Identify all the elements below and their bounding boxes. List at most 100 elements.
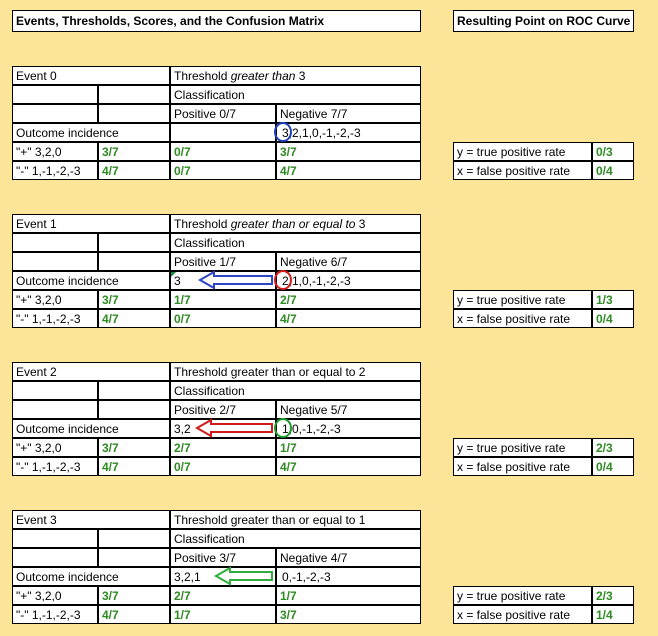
tpr-label: y = true positive rate bbox=[453, 290, 592, 309]
blank-cell bbox=[98, 548, 170, 567]
positive-outcome-label: "+" 3,2,0 bbox=[12, 290, 98, 309]
positive-outcome-total: 3/7 bbox=[98, 290, 170, 309]
fpr-value: 0/4 bbox=[592, 457, 634, 476]
outcome-incidence-label: Outcome incidence bbox=[12, 567, 170, 586]
blank-cell bbox=[12, 548, 98, 567]
true-negative-count: 4/7 bbox=[276, 309, 421, 328]
threshold-label: Threshold greater than or equal to 1 bbox=[170, 510, 421, 529]
positive-header: Positive 2/7 bbox=[170, 400, 276, 419]
true-positive-count: 1/7 bbox=[170, 290, 276, 309]
negative-header: Negative 5/7 bbox=[276, 400, 421, 419]
threshold-label: Threshold greater than 3 bbox=[170, 66, 421, 85]
blank-cell bbox=[12, 104, 98, 123]
blank-cell bbox=[12, 252, 98, 271]
negative-header: Negative 4/7 bbox=[276, 548, 421, 567]
negative-outcome-total: 4/7 bbox=[98, 161, 170, 180]
threshold-prefix: Threshold greater than or equal to 1 bbox=[174, 513, 366, 527]
blank-cell bbox=[98, 381, 170, 400]
true-positive-count: 2/7 bbox=[170, 586, 276, 605]
blank-cell bbox=[12, 85, 98, 104]
tpr-label: y = true positive rate bbox=[453, 586, 592, 605]
negative-header: Negative 6/7 bbox=[276, 252, 421, 271]
page-title: Events, Thresholds, Scores, and the Conf… bbox=[12, 10, 421, 32]
fpr-label: x = false positive rate bbox=[453, 457, 592, 476]
positive-scores: 3,2 bbox=[170, 419, 276, 438]
classification-label: Classification bbox=[170, 529, 421, 548]
event-label: Event 1 bbox=[12, 214, 170, 233]
negative-scores: 1,0,-1,-2,-3 bbox=[276, 419, 421, 438]
threshold-prefix: Threshold bbox=[174, 69, 231, 83]
tpr-value: 2/3 bbox=[592, 586, 634, 605]
threshold-prefix: Threshold greater than or equal to 2 bbox=[174, 365, 366, 379]
negative-outcome-total: 4/7 bbox=[98, 457, 170, 476]
negative-outcome-total: 4/7 bbox=[98, 605, 170, 624]
threshold-label: Threshold greater than or equal to 2 bbox=[170, 362, 421, 381]
blank-cell bbox=[98, 400, 170, 419]
blank-cell bbox=[98, 233, 170, 252]
true-positive-count: 2/7 bbox=[170, 438, 276, 457]
negative-header: Negative 7/7 bbox=[276, 104, 421, 123]
positive-header: Positive 1/7 bbox=[170, 252, 276, 271]
negative-scores: 2,1,0,-1,-2,-3 bbox=[276, 271, 421, 290]
positive-scores bbox=[170, 123, 276, 142]
tpr-label: y = true positive rate bbox=[453, 438, 592, 457]
false-positive-count: 0/7 bbox=[170, 457, 276, 476]
positive-scores: 3,2,1 bbox=[170, 567, 276, 586]
true-positive-count: 0/7 bbox=[170, 142, 276, 161]
negative-scores: 0,-1,-2,-3 bbox=[276, 567, 421, 586]
false-negative-count: 3/7 bbox=[276, 142, 421, 161]
event-label: Event 0 bbox=[12, 66, 170, 85]
false-negative-count: 2/7 bbox=[276, 290, 421, 309]
blank-cell bbox=[98, 252, 170, 271]
true-negative-count: 4/7 bbox=[276, 161, 421, 180]
roc-title: Resulting Point on ROC Curve bbox=[453, 10, 634, 32]
fpr-label: x = false positive rate bbox=[453, 309, 592, 328]
tpr-value: 0/3 bbox=[592, 142, 634, 161]
positive-outcome-total: 3/7 bbox=[98, 586, 170, 605]
threshold-emphasis: greater than bbox=[230, 69, 296, 83]
false-negative-count: 1/7 bbox=[276, 586, 421, 605]
blank-cell bbox=[98, 85, 170, 104]
negative-outcome-label: "-" 1,-1,-2,-3 bbox=[12, 161, 98, 180]
classification-label: Classification bbox=[170, 381, 421, 400]
event-label: Event 3 bbox=[12, 510, 170, 529]
negative-outcome-label: "-" 1,-1,-2,-3 bbox=[12, 309, 98, 328]
threshold-emphasis: greater than or equal to bbox=[230, 217, 356, 231]
threshold-label: Threshold greater than or equal to 3 bbox=[170, 214, 421, 233]
outcome-incidence-label: Outcome incidence bbox=[12, 419, 170, 438]
blank-cell bbox=[12, 529, 98, 548]
positive-scores: 3 bbox=[170, 271, 276, 290]
fpr-label: x = false positive rate bbox=[453, 605, 592, 624]
blank-cell bbox=[12, 233, 98, 252]
negative-scores: 3,2,1,0,-1,-2,-3 bbox=[276, 123, 421, 142]
fpr-value: 0/4 bbox=[592, 309, 634, 328]
blank-cell bbox=[98, 529, 170, 548]
outcome-incidence-label: Outcome incidence bbox=[12, 123, 170, 142]
positive-outcome-label: "+" 3,2,0 bbox=[12, 586, 98, 605]
negative-outcome-label: "-" 1,-1,-2,-3 bbox=[12, 605, 98, 624]
fpr-value: 0/4 bbox=[592, 161, 634, 180]
threshold-suffix: 3 bbox=[355, 217, 366, 231]
tpr-value: 1/3 bbox=[592, 290, 634, 309]
false-negative-count: 1/7 bbox=[276, 438, 421, 457]
positive-outcome-total: 3/7 bbox=[98, 438, 170, 457]
true-negative-count: 4/7 bbox=[276, 457, 421, 476]
blank-cell bbox=[12, 400, 98, 419]
positive-header: Positive 0/7 bbox=[170, 104, 276, 123]
positive-outcome-label: "+" 3,2,0 bbox=[12, 438, 98, 457]
fpr-label: x = false positive rate bbox=[453, 161, 592, 180]
positive-header: Positive 3/7 bbox=[170, 548, 276, 567]
positive-outcome-total: 3/7 bbox=[98, 142, 170, 161]
false-positive-count: 0/7 bbox=[170, 161, 276, 180]
negative-outcome-label: "-" 1,-1,-2,-3 bbox=[12, 457, 98, 476]
classification-label: Classification bbox=[170, 233, 421, 252]
event-label: Event 2 bbox=[12, 362, 170, 381]
negative-outcome-total: 4/7 bbox=[98, 309, 170, 328]
threshold-prefix: Threshold bbox=[174, 217, 231, 231]
fpr-value: 1/4 bbox=[592, 605, 634, 624]
true-negative-count: 3/7 bbox=[276, 605, 421, 624]
positive-outcome-label: "+" 3,2,0 bbox=[12, 142, 98, 161]
blank-cell bbox=[12, 381, 98, 400]
threshold-suffix: 3 bbox=[295, 69, 306, 83]
false-positive-count: 0/7 bbox=[170, 309, 276, 328]
